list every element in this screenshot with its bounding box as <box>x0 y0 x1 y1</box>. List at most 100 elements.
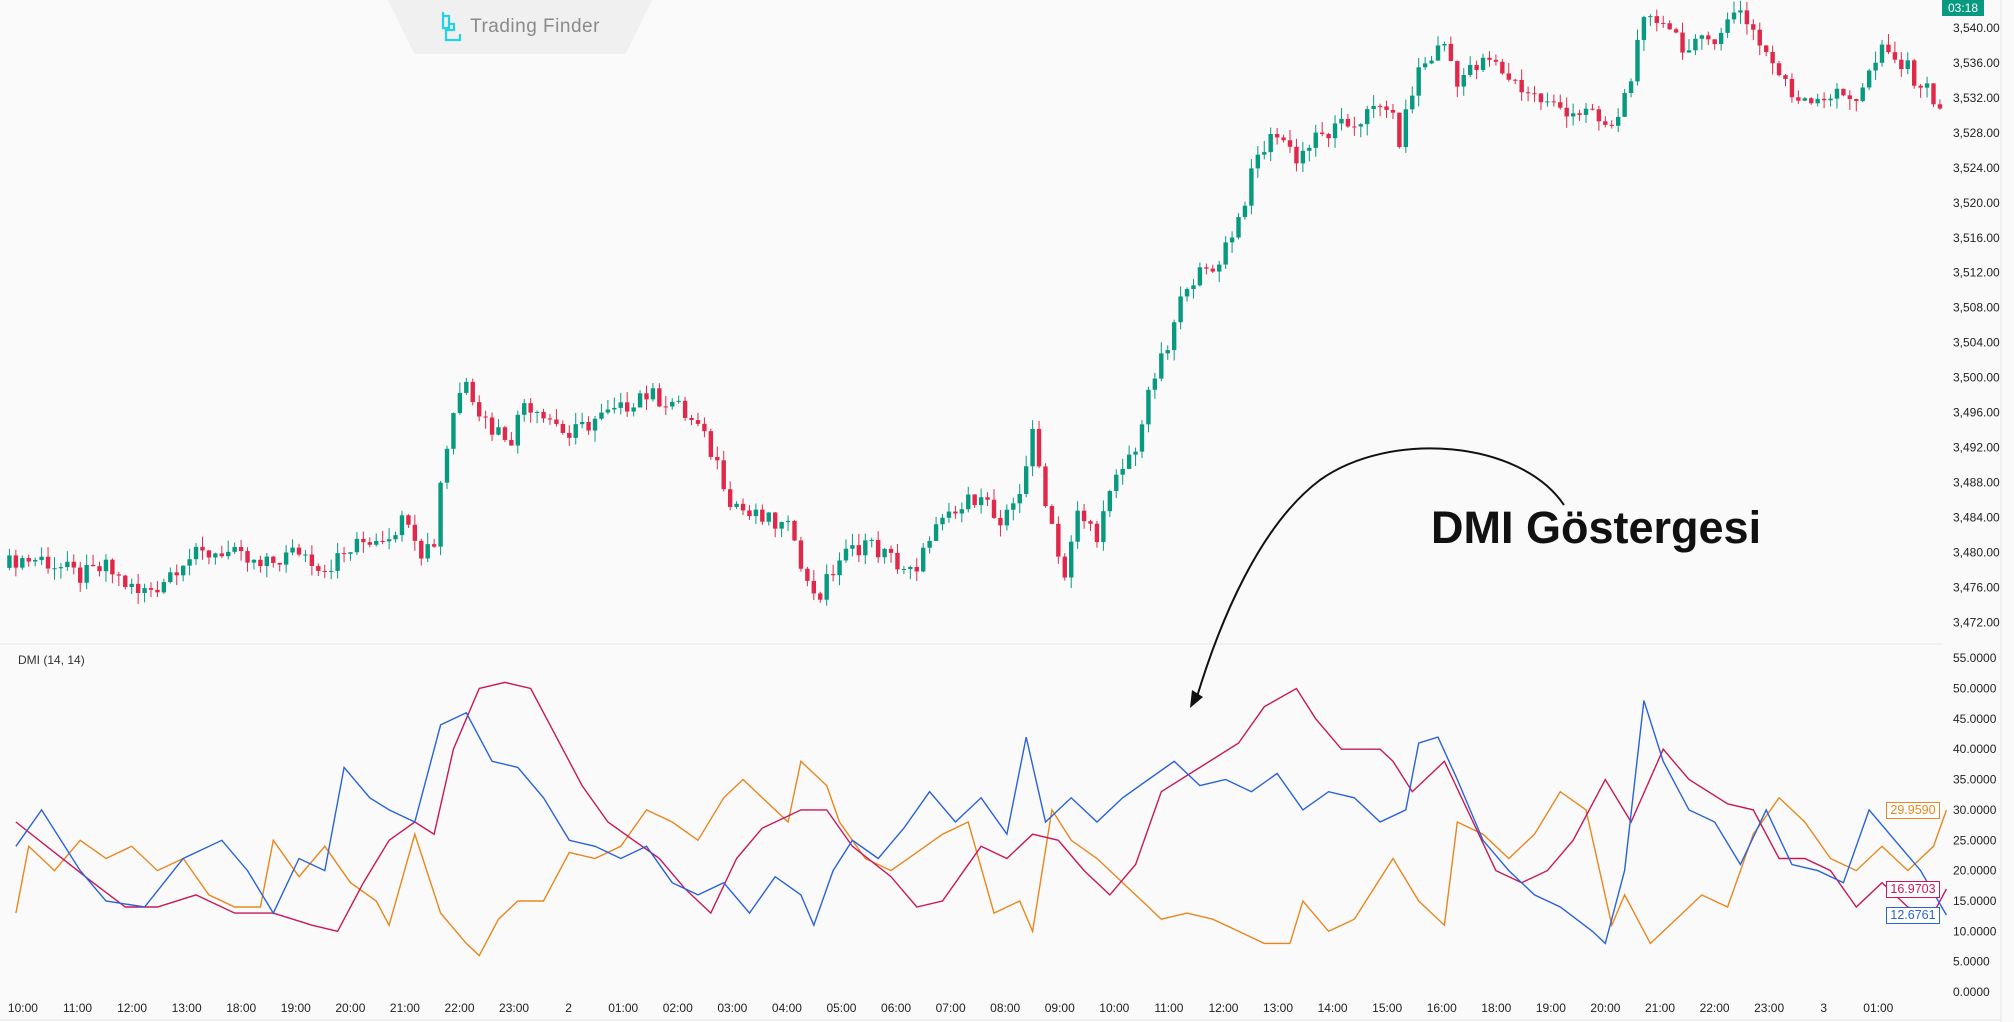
candle <box>367 537 372 548</box>
candle <box>515 410 520 454</box>
candle-body <box>1654 16 1659 23</box>
candle <box>985 492 990 506</box>
candle <box>644 385 649 411</box>
candle <box>1075 501 1080 549</box>
candle-body <box>1918 85 1923 88</box>
candle <box>361 531 366 553</box>
candle-body <box>811 580 817 594</box>
candle <box>1680 22 1685 60</box>
candle <box>97 561 102 577</box>
candle-body <box>7 555 12 568</box>
candle-body <box>895 552 900 570</box>
candle <box>586 416 591 435</box>
dmi-tick-label: 50.0000 <box>1953 682 1997 696</box>
price-axis[interactable]: 3,540.00 3,536.00 3,532.00 3,528.00 3,524.00… <box>1953 21 2000 629</box>
candle-body <box>20 558 25 568</box>
candle <box>747 505 752 520</box>
candle-body <box>1712 39 1717 45</box>
candle <box>766 512 771 526</box>
candle <box>560 420 566 435</box>
candle <box>1281 134 1286 143</box>
candle <box>1487 51 1492 67</box>
candle <box>605 399 611 415</box>
candle <box>541 408 546 423</box>
candle-body <box>1796 97 1801 101</box>
price-tick-label: 3,488.00 <box>1953 475 2000 489</box>
candle-body <box>277 562 282 565</box>
candle-body <box>618 402 623 408</box>
price-tick-label: 3,536.00 <box>1953 56 2000 70</box>
candle <box>1828 94 1833 107</box>
dmi-indicator-label[interactable]: DMI (14, 14) <box>18 653 85 667</box>
candle-body <box>1191 285 1196 290</box>
time-tick-label: 23:00 <box>1754 1001 1784 1015</box>
candle <box>1834 83 1840 109</box>
dmi-tick-label: 45.0000 <box>1953 712 1997 726</box>
candle-body <box>476 402 482 417</box>
candle-body <box>1094 523 1100 543</box>
candle <box>863 533 868 565</box>
candle-body <box>1667 23 1672 30</box>
candle <box>1628 78 1634 98</box>
candle <box>1094 520 1100 548</box>
candle <box>1474 60 1479 80</box>
candle <box>193 543 199 565</box>
candle-body <box>1828 98 1833 101</box>
candle <box>1178 286 1183 330</box>
dmi-axis[interactable]: 55.0000 50.0000 45.0000 40.0000 35.0000 30.00… <box>1953 651 1997 999</box>
price-tick-label: 3,504.00 <box>1953 336 2000 350</box>
candle-body <box>644 393 649 400</box>
candle-body <box>451 413 456 449</box>
candle-body <box>592 418 598 431</box>
candle <box>1718 27 1724 51</box>
candle <box>328 559 334 580</box>
candle-body <box>1757 29 1762 46</box>
candle-body <box>863 540 868 556</box>
time-tick-label: 19:00 <box>1536 1001 1566 1015</box>
candle-body <box>245 551 250 563</box>
candle <box>1558 94 1563 110</box>
time-axis[interactable]: 10:00 11:00 12:00 13:00 18:00 19:00 20:00 21:00… <box>8 1001 1894 1015</box>
candle <box>856 533 862 563</box>
time-tick-label: 23:00 <box>499 1001 529 1015</box>
candle-body <box>374 540 379 545</box>
candle <box>773 512 778 538</box>
candle-body <box>1892 52 1898 60</box>
candle <box>20 555 25 570</box>
candle <box>670 398 675 410</box>
dmi-tick-label: 15.0000 <box>1953 894 1997 908</box>
candle <box>760 504 765 525</box>
candle <box>1442 41 1447 52</box>
candle <box>1905 52 1910 75</box>
time-tick-label: 18:00 <box>1481 1001 1511 1015</box>
candle-body <box>1744 10 1750 25</box>
price-tick-label: 3,512.00 <box>1953 266 2000 280</box>
candle <box>650 382 656 402</box>
candle-body <box>309 554 315 567</box>
price-tick-label: 3,500.00 <box>1953 371 2000 385</box>
candle-body <box>1332 123 1338 139</box>
candle-body <box>1422 63 1428 68</box>
candle-body <box>1410 95 1415 110</box>
candle <box>58 562 64 579</box>
candle <box>1532 86 1537 103</box>
minus-di-value-badge: 29.9590 <box>1886 802 1940 820</box>
candle <box>567 425 572 446</box>
candle-body <box>1513 79 1518 81</box>
candle-body <box>1680 32 1685 53</box>
candle <box>226 540 231 560</box>
candle-body <box>283 552 289 565</box>
candle <box>1583 103 1589 123</box>
candle-body <box>747 510 752 517</box>
candle-body <box>142 588 147 594</box>
candle <box>26 554 31 567</box>
candle-body <box>599 412 604 419</box>
candle <box>1229 231 1235 253</box>
candle <box>1410 86 1415 114</box>
candle-body <box>1866 70 1872 88</box>
time-tick-label: 15:00 <box>1372 1001 1402 1015</box>
candle-body <box>206 550 212 558</box>
candle <box>135 573 141 604</box>
candle-body <box>766 512 771 522</box>
